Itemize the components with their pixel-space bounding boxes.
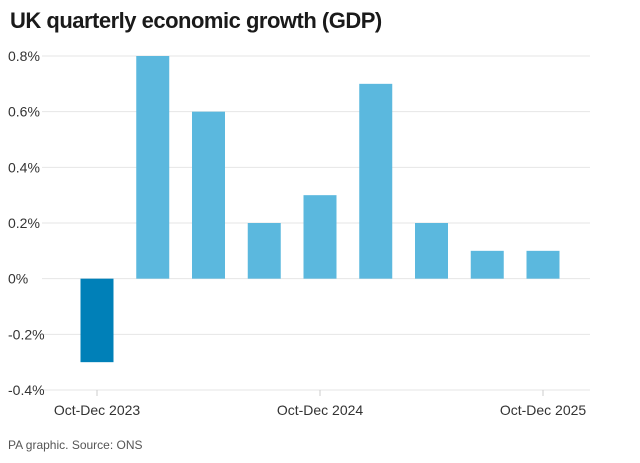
bar [526, 250, 560, 279]
chart-title: UK quarterly economic growth (GDP) [10, 8, 382, 33]
bar [136, 56, 170, 279]
bar [415, 223, 448, 279]
bar [303, 195, 337, 279]
bar [192, 111, 225, 279]
y-tick-label: 0.4% [8, 159, 40, 175]
x-tick-label: Oct-Dec 2024 [277, 402, 364, 418]
bar [80, 278, 114, 363]
bar [359, 83, 393, 279]
x-tick-label: Oct-Dec 2025 [500, 402, 587, 418]
y-tick-label: 0.8% [8, 48, 40, 64]
bar [470, 250, 504, 279]
y-tick-label: -0.4% [8, 382, 45, 398]
y-tick-label: 0% [8, 271, 28, 287]
bar [247, 223, 281, 279]
source-note: PA graphic. Source: ONS [8, 438, 143, 452]
y-tick-label: 0.2% [8, 215, 40, 231]
y-tick-label: 0.6% [8, 104, 40, 120]
x-tick-label: Oct-Dec 2023 [54, 402, 141, 418]
y-tick-label: -0.2% [8, 326, 45, 342]
